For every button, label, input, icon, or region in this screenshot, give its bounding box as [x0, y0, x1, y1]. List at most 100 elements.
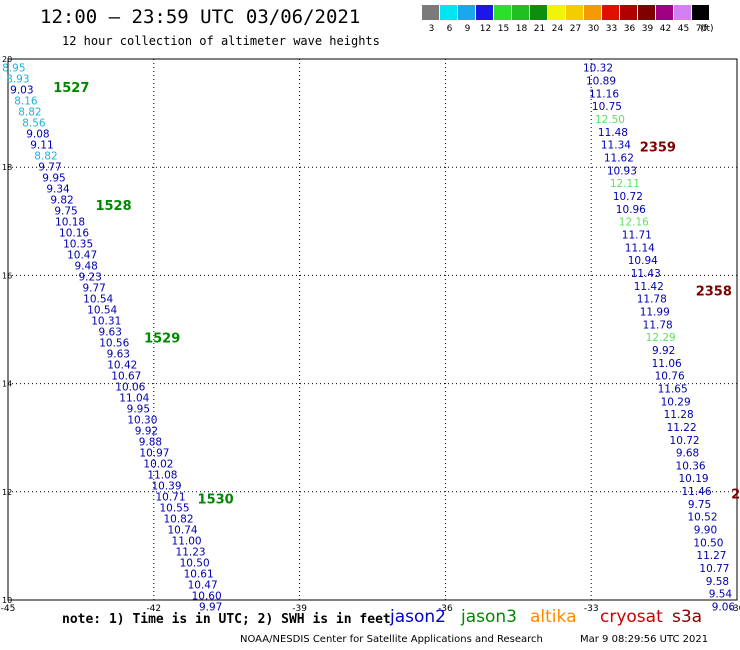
wave-height-label: 11.23 [176, 547, 206, 559]
wave-height-label: 11.43 [631, 268, 661, 280]
wave-height-label: 11.99 [640, 306, 670, 318]
colorbar-tick-label: 15 [497, 24, 510, 34]
wave-height-label: 9.03 [10, 85, 33, 97]
y-tick-label: 16 [2, 271, 12, 280]
y-tick-label: 20 [2, 55, 12, 64]
wave-height-label: 10.19 [679, 473, 709, 485]
pass-time-label: 1530 [198, 492, 234, 507]
wave-height-label: 10.47 [188, 580, 218, 592]
wave-height-label: 10.30 [127, 415, 157, 427]
x-tick-label: -33 [584, 604, 599, 614]
wave-height-label: 11.14 [625, 242, 655, 254]
wave-height-label: 9.58 [706, 576, 729, 588]
wave-height-label: 10.32 [583, 63, 613, 75]
wave-height-label: 10.52 [687, 512, 717, 524]
chart-subtitle: 12 hour collection of altimeter wave hei… [62, 34, 380, 48]
colorbar-swatch [530, 5, 547, 20]
wave-height-label: 10.50 [693, 537, 723, 549]
wave-height-label: 10.61 [184, 569, 214, 581]
generated-timestamp: Mar 9 08:29:56 UTC 2021 [580, 634, 709, 645]
wave-height-label: 9.77 [82, 283, 105, 295]
x-tick-label: -30 [730, 604, 740, 614]
wave-height-label: 10.02 [143, 459, 173, 471]
wave-height-label: 9.08 [26, 129, 49, 141]
wave-height-label: 10.97 [139, 448, 169, 460]
colorbar-swatch [638, 5, 655, 20]
colorbar-tick-label: 42 [659, 24, 672, 34]
wave-height-label: 10.75 [592, 101, 622, 113]
wave-height-label: 9.48 [74, 261, 97, 273]
y-tick-label: 10 [2, 596, 12, 605]
colorbar-swatch [458, 5, 475, 20]
colorbar-swatch [692, 5, 709, 20]
x-tick-label: -36 [438, 604, 453, 614]
wave-height-label: 10.89 [586, 76, 616, 88]
wave-height-label: 12.50 [595, 114, 625, 126]
wave-height-label: 10.76 [655, 371, 685, 383]
wave-height-label: 9.95 [127, 404, 150, 416]
colorbar-tick-label: 24 [551, 24, 564, 34]
colorbar-swatch [674, 5, 691, 20]
wave-height-label: 10.47 [67, 250, 97, 262]
colorbar-tick-label: 33 [605, 24, 618, 34]
wave-height-label: 11.22 [667, 422, 697, 434]
x-tick-label: -45 [1, 604, 16, 614]
wave-height-label: 10.36 [676, 460, 706, 472]
wave-height-label: 12.29 [646, 332, 676, 344]
wave-height-label: 10.54 [87, 305, 117, 317]
wave-height-label: 9.92 [135, 426, 158, 438]
wave-height-label: 11.28 [664, 409, 694, 421]
wave-height-label: 10.72 [670, 435, 700, 447]
y-tick-label: 12 [2, 488, 12, 497]
satellite-legend-altika: altika [530, 607, 577, 627]
colorbar-swatch [440, 5, 457, 20]
wave-height-label: 10.39 [151, 481, 181, 493]
wave-height-label: 11.46 [681, 486, 711, 498]
colorbar-swatch [602, 5, 619, 20]
wave-height-label: 9.54 [709, 589, 733, 601]
wave-height-label: 10.93 [607, 165, 637, 177]
wave-height-label: 11.42 [634, 281, 664, 293]
colorbar-tick-label: 27 [569, 24, 582, 34]
wave-height-label: 10.29 [661, 396, 691, 408]
wave-height-label: 11.16 [589, 88, 619, 100]
wave-height-label: 10.50 [180, 558, 210, 570]
wave-height-label: 8.16 [14, 96, 38, 108]
wave-height-label: 11.65 [658, 383, 688, 395]
satellite-legend-jason3: jason3 [461, 607, 517, 627]
wave-height-label: 9.82 [50, 195, 73, 207]
colorbar-tick-label: 21 [533, 24, 546, 34]
wave-height-label: 10.35 [63, 239, 93, 251]
wave-height-label: 8.82 [18, 107, 41, 119]
satellite-legend-cryosat: cryosat [600, 607, 663, 627]
wave-height-label: 11.06 [652, 358, 682, 370]
wave-height-label: 10.67 [111, 371, 141, 383]
wave-height-label: 9.63 [99, 327, 122, 339]
wave-height-label: 12.11 [610, 178, 640, 190]
wave-height-label: 9.88 [139, 437, 162, 449]
pass-time-label: 23 [731, 487, 740, 502]
wave-height-label: 10.06 [115, 382, 145, 394]
wave-height-label: 11.08 [147, 470, 177, 482]
wave-height-label: 9.23 [78, 272, 101, 284]
colorbar-tick-label: 39 [641, 24, 654, 34]
wave-height-label: 9.11 [30, 140, 53, 152]
colorbar-tick-label: 9 [464, 24, 471, 34]
colorbar-unit-label: (ft) [700, 24, 714, 34]
wave-height-label: 10.31 [91, 316, 121, 328]
credit-line: NOAA/NESDIS Center for Satellite Applica… [240, 634, 543, 645]
wave-height-label: 9.90 [694, 525, 717, 537]
y-tick-label: 18 [2, 163, 12, 172]
pass-time-label: 2358 [696, 285, 732, 300]
colorbar-tick-label: 12 [479, 24, 492, 34]
plot-frame [7, 58, 738, 601]
colorbar-swatch [494, 5, 511, 20]
wave-height-label: 10.60 [192, 591, 222, 603]
wave-height-label: 11.78 [637, 294, 667, 306]
colorbar-tick-label: 45 [677, 24, 690, 34]
pass-time-label: 1528 [95, 199, 131, 214]
wave-height-label: 9.06 [712, 602, 736, 614]
wave-height-label: 11.00 [172, 536, 202, 548]
wave-height-label: 9.63 [107, 349, 130, 361]
wave-height-label: 10.82 [163, 514, 193, 526]
